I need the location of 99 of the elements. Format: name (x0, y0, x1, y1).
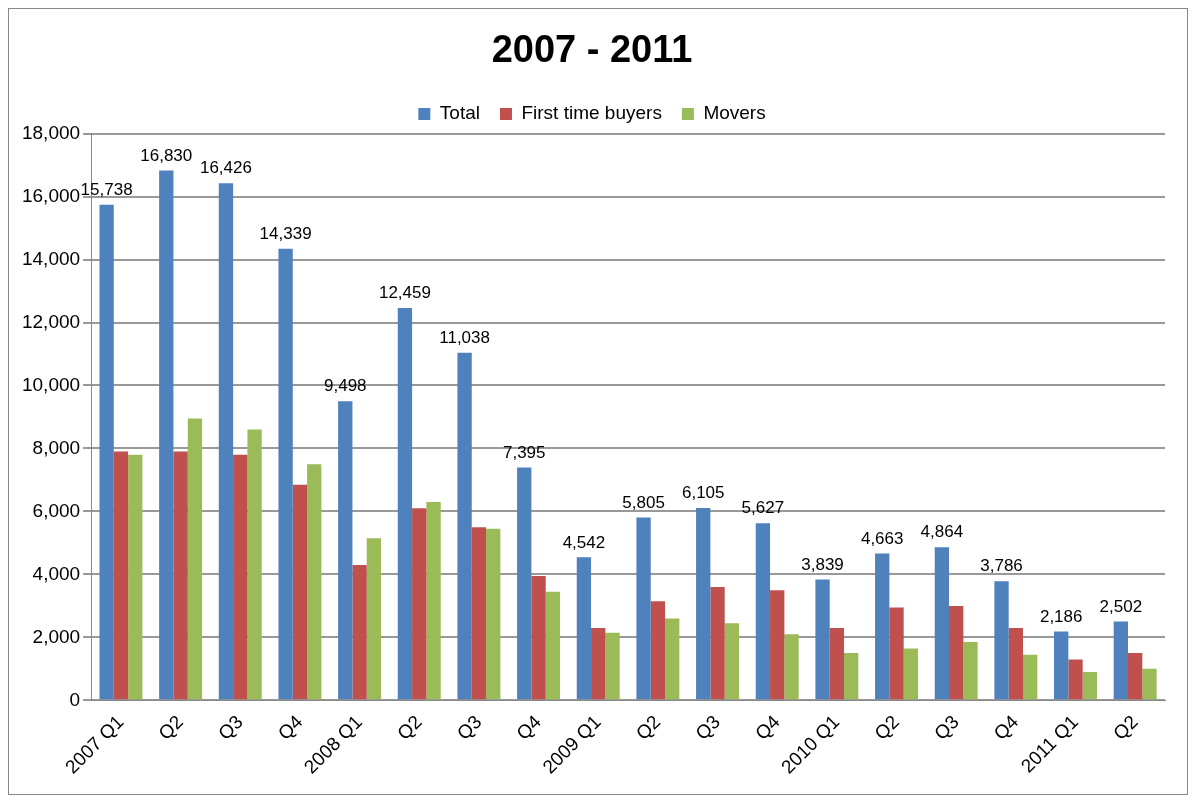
bar (471, 527, 487, 700)
bar (650, 601, 666, 700)
bar (278, 248, 293, 700)
y-tick-label: 0 (69, 688, 81, 710)
legend-label: First time buyers (521, 102, 662, 124)
bar (113, 451, 129, 700)
bar (1054, 631, 1069, 700)
bar (1023, 654, 1038, 700)
y-tick-label: 14,000 (21, 247, 81, 269)
y-tick-label: 16,000 (21, 184, 81, 206)
data-label: 16,830 (140, 145, 193, 165)
bar (292, 484, 308, 700)
bar (187, 418, 203, 700)
x-tick-label: Q3 (452, 711, 486, 744)
x-tick-label: Q4 (750, 710, 785, 744)
bar (710, 586, 725, 700)
x-tick-label: Q3 (214, 711, 247, 744)
bar (875, 553, 890, 700)
data-label: 7,395 (502, 442, 546, 462)
data-label: 12,459 (378, 283, 431, 303)
y-tick-label: 8,000 (32, 436, 81, 458)
bar (99, 204, 114, 700)
x-tick-label: Q4 (512, 710, 546, 744)
bar (1008, 627, 1024, 700)
legend-label: Movers (703, 102, 766, 124)
bar (218, 183, 234, 700)
bar (1142, 668, 1157, 700)
bar (605, 632, 620, 700)
x-tick-label: Q4 (273, 710, 307, 744)
bar (517, 467, 532, 700)
data-label: 2,502 (1099, 596, 1143, 616)
bar (844, 653, 859, 700)
x-tick-label: Q2 (631, 711, 665, 744)
bar (366, 538, 382, 700)
bar (247, 429, 262, 700)
data-label: 15,738 (80, 180, 133, 200)
bar (457, 352, 472, 700)
y-tick-label: 6,000 (32, 499, 81, 521)
x-tick-label: Q4 (989, 710, 1023, 744)
data-label: 4,542 (562, 532, 606, 552)
bar (233, 454, 248, 700)
chart-title: 2007 - 2011 (491, 28, 693, 71)
bar (770, 590, 785, 700)
x-tick-label: Q2 (870, 711, 904, 744)
data-label: 6,105 (681, 483, 725, 503)
bar (1113, 621, 1129, 700)
bar (903, 648, 919, 700)
bar (784, 634, 799, 700)
bar (338, 401, 353, 700)
bar (1082, 672, 1097, 700)
bar (352, 564, 367, 700)
bar (545, 591, 561, 700)
bar (307, 464, 322, 700)
data-label: 11,038 (439, 327, 490, 347)
bar (591, 627, 606, 700)
data-label: 3,839 (801, 554, 844, 574)
x-tick-label: Q2 (392, 711, 426, 744)
bar (636, 517, 651, 700)
bar (829, 627, 845, 700)
bar (531, 575, 546, 700)
bar (949, 605, 964, 700)
bar (1068, 659, 1083, 700)
bar (889, 607, 904, 700)
bar (963, 642, 978, 700)
x-tick-label: Q3 (929, 711, 963, 744)
bar (426, 501, 441, 700)
bar (994, 581, 1009, 700)
y-tick-label: 12,000 (21, 310, 81, 332)
bar (934, 547, 950, 700)
y-tick-label: 4,000 (32, 562, 81, 584)
data-label: 16,426 (199, 158, 252, 178)
x-tick-label: Q2 (1108, 711, 1142, 744)
x-tick-label: Q2 (154, 711, 188, 744)
x-tick-label: Q3 (691, 711, 725, 744)
bar (128, 454, 143, 700)
bar (696, 508, 711, 700)
data-label: 5,627 (741, 498, 785, 518)
data-label: 3,786 (980, 556, 1023, 576)
data-label: 9,498 (323, 376, 367, 396)
bar (815, 579, 830, 700)
bar (755, 523, 771, 700)
bar (173, 451, 188, 700)
y-tick-label: 18,000 (21, 121, 81, 143)
y-tick-label: 2,000 (32, 625, 81, 647)
data-label: 4,663 (860, 528, 904, 548)
data-label: 5,805 (622, 492, 665, 512)
bar (1128, 653, 1143, 700)
bar (576, 557, 592, 700)
bar (159, 170, 174, 700)
bar (397, 308, 413, 700)
bar (724, 623, 740, 700)
bar (665, 618, 680, 700)
legend-label: Total (439, 102, 480, 124)
data-label: 2,186 (1039, 606, 1083, 626)
data-label: 14,339 (259, 224, 312, 244)
y-tick-label: 10,000 (21, 373, 81, 395)
data-label: 4,864 (920, 522, 964, 542)
bar (486, 528, 501, 700)
bar (412, 508, 427, 700)
